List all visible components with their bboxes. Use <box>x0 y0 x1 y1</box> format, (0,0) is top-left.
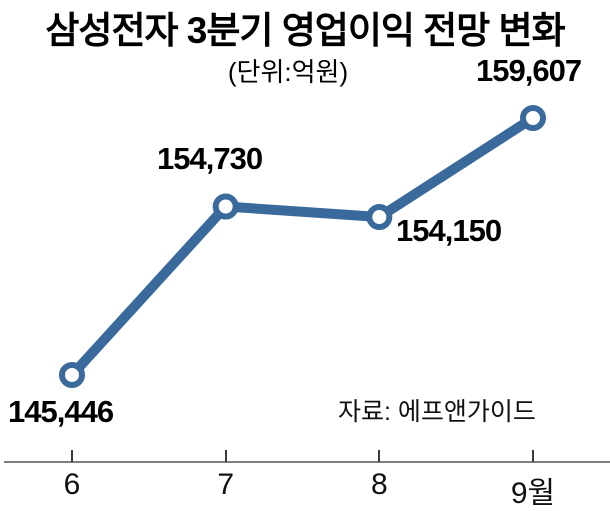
trend-line <box>67 113 538 380</box>
x-axis-tick <box>378 450 381 462</box>
data-point-marker <box>59 362 85 388</box>
x-axis-tick <box>532 450 534 462</box>
data-point-marker <box>520 105 546 131</box>
data-label-month-6: 145,446 <box>8 394 114 429</box>
source-label: 자료: 에프앤가이드 <box>338 398 536 426</box>
x-axis-label: 7 <box>217 468 234 501</box>
unit-label: (단위:억원) <box>227 57 349 87</box>
x-axis-tick <box>224 450 227 462</box>
x-axis-label: 8 <box>370 468 388 501</box>
data-point-marker <box>212 193 239 220</box>
x-axis-label: 9월 <box>510 477 556 510</box>
data-label-month-8: 154,150 <box>396 213 502 248</box>
x-axis-line <box>4 461 610 463</box>
x-axis-label: 6 <box>63 468 81 501</box>
data-label-month-9: 159,607 <box>476 53 582 88</box>
chart-title: 삼성전자 3분기 영업이익 전망 변화 <box>45 10 565 51</box>
data-label-month-7: 154,730 <box>157 141 263 176</box>
x-axis-tick <box>71 450 73 462</box>
data-point-marker <box>366 204 393 231</box>
